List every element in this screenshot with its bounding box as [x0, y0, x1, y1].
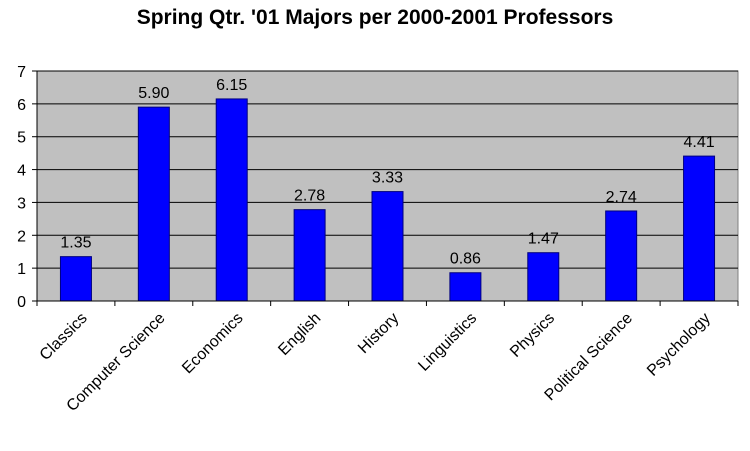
y-tick-label: 4 [17, 163, 26, 180]
y-tick-label: 5 [17, 130, 26, 147]
category-label: History [355, 310, 402, 357]
bar-english [293, 209, 326, 302]
data-label: 2.74 [606, 189, 637, 206]
bar-computer-science [137, 106, 170, 302]
bars [59, 98, 716, 302]
y-tick-label: 2 [17, 228, 26, 245]
bar-political-science [605, 210, 638, 302]
y-tick-label: 6 [17, 97, 26, 114]
category-label: Economics [179, 310, 246, 377]
bar-linguistics [449, 272, 482, 302]
bar-physics [527, 252, 560, 302]
data-label: 5.90 [138, 85, 169, 102]
category-label: Classics [37, 310, 91, 364]
data-label: 3.33 [372, 170, 403, 187]
data-label: 0.86 [450, 251, 481, 268]
bar-history [371, 191, 404, 302]
bar-classics [59, 256, 92, 302]
category-label: Psychology [644, 310, 714, 380]
bar-economics [215, 98, 248, 302]
y-axis-ticks: 0 1 2 3 4 5 6 7 [17, 64, 37, 311]
y-tick-label: 7 [17, 64, 26, 81]
data-label: 2.78 [294, 188, 325, 205]
data-label: 6.15 [216, 77, 247, 94]
data-label: 1.47 [528, 231, 559, 248]
y-tick-label: 3 [17, 195, 26, 212]
y-tick-label: 1 [17, 261, 26, 278]
data-label: 4.41 [683, 134, 714, 151]
category-label: Physics [507, 310, 558, 361]
category-label: English [275, 310, 324, 359]
data-label: 1.35 [60, 235, 91, 252]
category-label: Linguistics [415, 310, 480, 375]
chart-title: Spring Qtr. '01 Majors per 2000-2001 Pro… [136, 6, 614, 29]
data-labels: 1.35 5.90 6.15 2.78 3.33 0.86 1.47 2.74 4.41 [60, 77, 714, 268]
bar-psychology [683, 155, 716, 302]
y-tick-label: 0 [17, 294, 26, 311]
